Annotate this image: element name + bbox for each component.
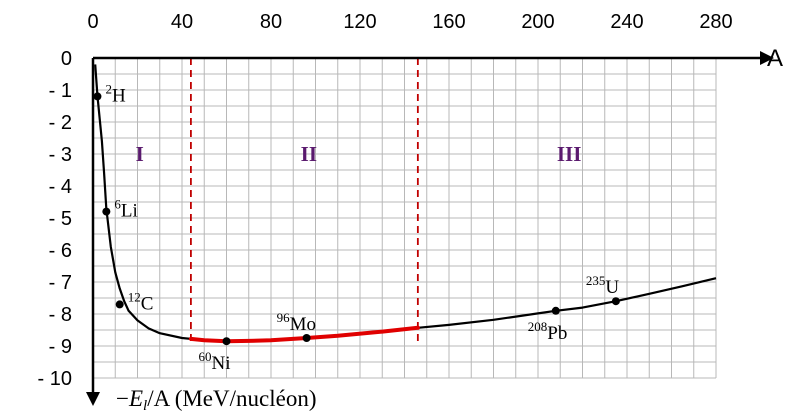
x-tick-label: 80 — [260, 11, 282, 33]
y-tick-label: - 5 — [49, 208, 72, 230]
x-axis-label: A — [767, 45, 783, 72]
data-points: 2H 6Li 12C 60Ni 96Mo 208Pb 235U — [93, 81, 620, 374]
region-label-i: I — [136, 142, 144, 166]
y-tick-label: - 7 — [49, 272, 72, 294]
region-labels: I II III — [136, 142, 582, 166]
y-axis-arrowhead — [86, 392, 100, 406]
x-axis-arrowhead — [760, 51, 774, 65]
nucleus-mass-number: 60 — [199, 349, 212, 364]
nucleus-point-mo — [302, 334, 311, 342]
x-tick-label: 40 — [171, 11, 193, 33]
y-tick-label: - 10 — [38, 368, 72, 390]
nucleus-label-u: 235U — [586, 273, 620, 298]
nucleus-point-li — [102, 207, 111, 216]
nucleus-point-pb — [551, 306, 560, 315]
region-label-ii: II — [301, 142, 317, 166]
y-axis-label-rest: /A (MeV/nucléon) — [147, 386, 316, 411]
y-tick-label: - 1 — [49, 80, 72, 102]
x-tick-label: 280 — [699, 11, 732, 33]
y-axis-label: −El/A (MeV/nucléon) — [116, 386, 316, 414]
y-tick-label: - 3 — [49, 144, 72, 166]
y-tick-label: - 9 — [49, 336, 72, 358]
nucleus-label-mo: 96Mo — [277, 310, 316, 335]
nucleus-symbol: Mo — [290, 314, 316, 335]
nucleus-point-c — [115, 300, 124, 309]
y-axis-label-minus: − — [116, 386, 129, 411]
nucleus-mass-number: 208 — [528, 319, 548, 334]
nucleus-mass-number: 2 — [105, 81, 112, 96]
grid — [92, 57, 717, 379]
nucleus-mass-number: 235 — [586, 273, 606, 288]
nucleus-mass-number: 6 — [114, 197, 121, 212]
nucleus-label-li: 6Li — [114, 197, 137, 222]
nucleus-label-h: 2H — [105, 81, 126, 106]
x-tick-label: 160 — [432, 11, 465, 33]
y-tick-label: - 2 — [49, 112, 72, 134]
nucleus-symbol: Ni — [212, 353, 231, 374]
nucleus-symbol: Li — [121, 201, 138, 222]
nucleus-label-pb: 208Pb — [528, 319, 568, 344]
x-tick-label: 240 — [610, 11, 643, 33]
nucleus-symbol: C — [141, 293, 154, 314]
stable-region-curve — [188, 325, 420, 344]
tick-labels: 0 40 80 120 160 200 240 280 0 - 1 - 2 - 3 - 4 - 5 - 6 -… — [38, 11, 733, 390]
nucleus-symbol: U — [605, 277, 619, 298]
region-boundaries — [189, 58, 419, 343]
region-label-iii: III — [557, 142, 582, 166]
x-tick-label: 200 — [521, 11, 554, 33]
nucleus-symbol: H — [112, 85, 126, 106]
y-tick-label: - 4 — [49, 176, 72, 198]
x-tick-label: 0 — [87, 11, 98, 33]
y-axis-label-e: E — [128, 386, 143, 411]
nucleus-label-c: 12C — [128, 289, 154, 314]
nucleus-symbol: Pb — [547, 323, 567, 344]
nucleus-point-h — [93, 92, 102, 101]
axes — [86, 51, 774, 406]
y-axis-label-sub: l — [143, 398, 147, 414]
x-tick-label: 120 — [343, 11, 376, 33]
nucleus-label-ni: 60Ni — [199, 349, 231, 374]
nucleus-mass-number: 12 — [128, 289, 141, 304]
nucleus-point-ni — [222, 337, 231, 346]
nucleus-mass-number: 96 — [277, 310, 291, 325]
y-tick-label: - 8 — [49, 304, 72, 326]
y-tick-label: 0 — [61, 48, 72, 70]
y-tick-label: - 6 — [49, 240, 72, 262]
nucleus-point-u — [611, 297, 620, 306]
